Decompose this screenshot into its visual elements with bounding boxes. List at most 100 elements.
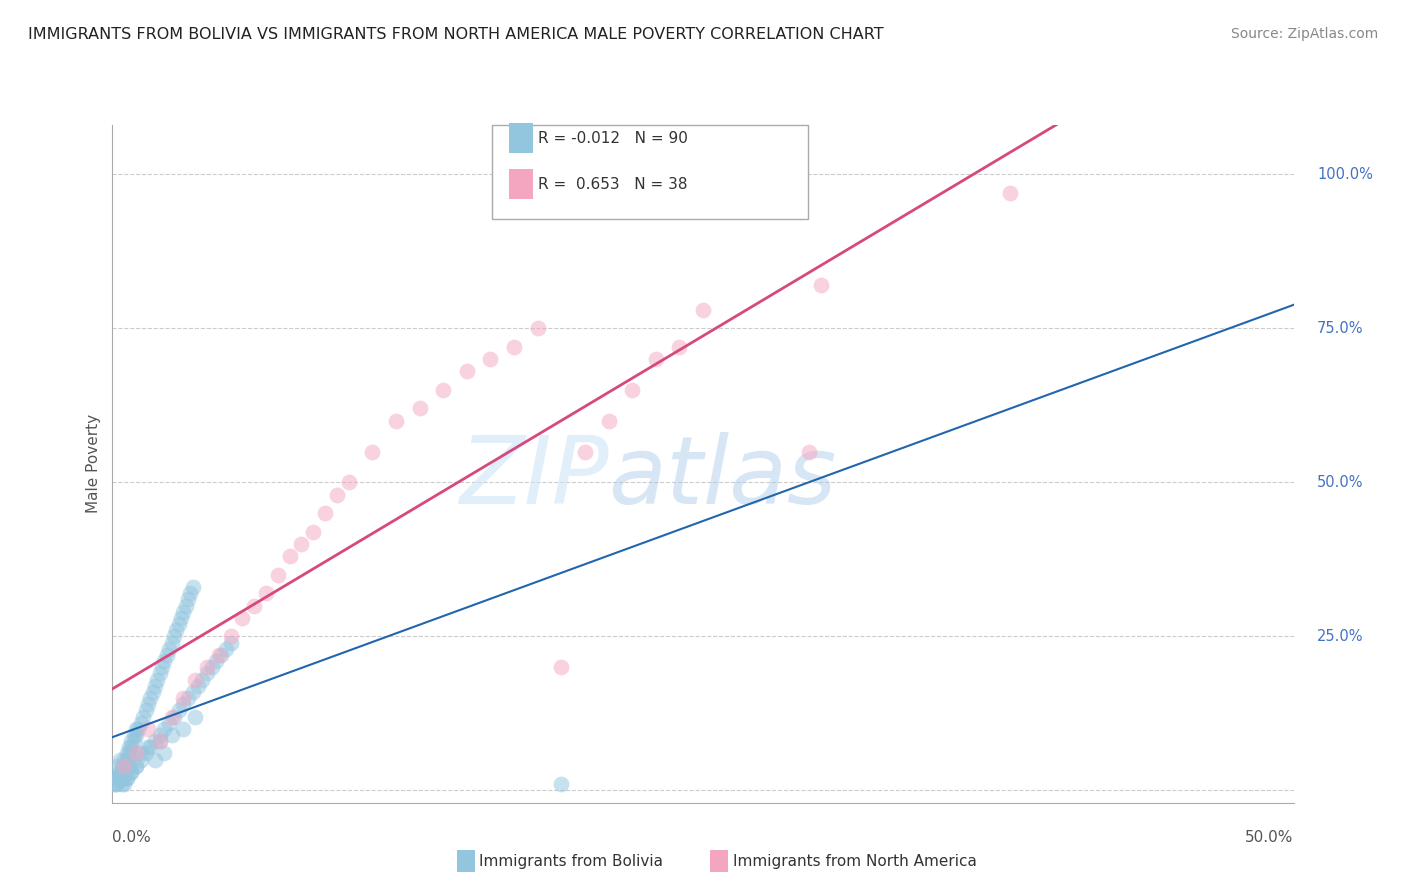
Point xyxy=(201,660,224,674)
Point xyxy=(231,611,253,625)
Point xyxy=(195,666,218,681)
Point xyxy=(129,715,152,730)
Point xyxy=(139,691,162,706)
Point xyxy=(208,648,231,662)
Point xyxy=(314,506,336,520)
Point xyxy=(215,641,238,656)
Point xyxy=(160,709,183,723)
Point xyxy=(181,580,204,594)
Text: Source: ZipAtlas.com: Source: ZipAtlas.com xyxy=(1230,27,1378,41)
Point xyxy=(111,777,134,791)
Point xyxy=(143,734,166,748)
Point xyxy=(165,624,187,638)
Point xyxy=(219,629,242,643)
Point xyxy=(191,673,214,687)
Point xyxy=(209,648,232,662)
Point xyxy=(105,771,128,785)
Point xyxy=(150,660,173,674)
Point xyxy=(108,764,131,779)
Point xyxy=(142,685,165,699)
Point xyxy=(177,691,200,706)
Point xyxy=(621,383,644,397)
Point xyxy=(172,605,194,619)
Point xyxy=(385,414,408,428)
Point xyxy=(122,734,145,748)
Point xyxy=(456,364,478,378)
Point xyxy=(112,753,135,767)
Text: Immigrants from North America: Immigrants from North America xyxy=(733,855,976,869)
Point xyxy=(163,629,186,643)
Point xyxy=(149,728,172,742)
Text: R =  0.653   N = 38: R = 0.653 N = 38 xyxy=(538,178,688,192)
Point xyxy=(111,764,134,779)
Text: 50.0%: 50.0% xyxy=(1317,475,1364,490)
Point xyxy=(143,679,166,693)
Point xyxy=(112,759,135,773)
Point xyxy=(112,771,135,785)
Point xyxy=(149,734,172,748)
Point xyxy=(108,753,131,767)
Point xyxy=(186,679,208,693)
Point xyxy=(104,777,127,791)
Point xyxy=(278,549,301,564)
Point xyxy=(115,771,138,785)
Point xyxy=(290,537,312,551)
Point xyxy=(125,759,148,773)
Point xyxy=(104,777,127,791)
Point xyxy=(115,747,138,761)
Text: 25.0%: 25.0% xyxy=(1317,629,1364,644)
Point xyxy=(118,740,141,755)
Point xyxy=(127,722,149,736)
Point xyxy=(122,747,145,761)
Point xyxy=(243,599,266,613)
Point xyxy=(550,777,572,791)
Point xyxy=(149,666,172,681)
Point xyxy=(125,747,148,761)
Y-axis label: Male Poverty: Male Poverty xyxy=(86,414,101,514)
Point xyxy=(254,586,277,600)
Point xyxy=(302,524,325,539)
Point xyxy=(163,709,186,723)
Point xyxy=(143,753,166,767)
Point xyxy=(108,771,131,785)
Point xyxy=(118,747,141,761)
Point xyxy=(184,709,207,723)
Point xyxy=(550,660,572,674)
Point xyxy=(998,186,1021,200)
Point xyxy=(267,567,290,582)
Text: R = -0.012   N = 90: R = -0.012 N = 90 xyxy=(538,131,689,145)
Point xyxy=(205,654,228,668)
Point xyxy=(120,740,142,755)
Point xyxy=(125,728,148,742)
Point xyxy=(526,321,548,335)
Point xyxy=(799,444,821,458)
Point xyxy=(160,728,183,742)
Point xyxy=(157,641,180,656)
Point xyxy=(598,414,620,428)
Point xyxy=(184,673,207,687)
Point xyxy=(125,759,148,773)
Point xyxy=(105,777,128,791)
Point xyxy=(115,771,138,785)
Point xyxy=(111,764,134,779)
Point xyxy=(668,340,690,354)
Point xyxy=(125,722,148,736)
Point xyxy=(156,648,179,662)
Point xyxy=(179,586,201,600)
Text: 0.0%: 0.0% xyxy=(112,830,152,845)
Point xyxy=(167,617,190,632)
Point xyxy=(108,771,131,785)
Point xyxy=(167,703,190,717)
Point xyxy=(112,777,135,791)
Point xyxy=(153,654,176,668)
Point xyxy=(136,697,159,711)
Point xyxy=(149,734,172,748)
Point xyxy=(160,635,183,649)
Text: atlas: atlas xyxy=(609,432,837,523)
Point xyxy=(408,401,430,416)
Point xyxy=(111,759,134,773)
Point xyxy=(118,759,141,773)
Point xyxy=(139,740,162,755)
Point xyxy=(644,352,666,367)
Point xyxy=(157,715,180,730)
